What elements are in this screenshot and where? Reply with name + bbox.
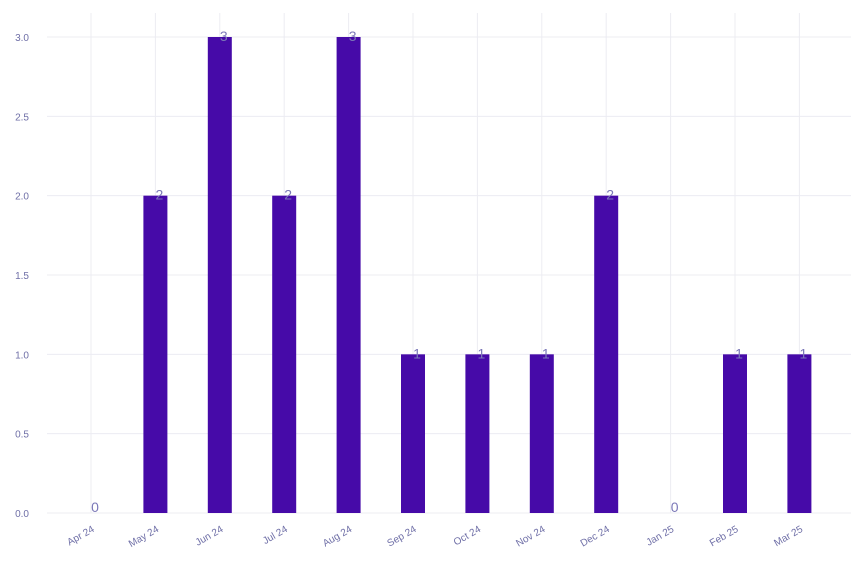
y-tick-label: 1.0 [15, 350, 29, 361]
bar-oct-24 [465, 354, 490, 513]
y-tick-label: 0.0 [15, 509, 29, 520]
x-tick-label: Jan 25 [645, 524, 677, 549]
bar-jun-24 [207, 37, 232, 513]
data-label-jul-24: 2 [284, 187, 292, 203]
data-labels-layer: 0 2 3 2 3 1 1 1 2 0 1 1 [91, 28, 807, 515]
x-tick-label: Apr 24 [65, 524, 96, 548]
y-tick-label: 0.5 [15, 430, 29, 441]
bar-dec-24 [594, 195, 619, 513]
y-tick-label: 2.5 [15, 112, 29, 123]
bar-feb-25 [723, 354, 747, 513]
data-label-aug-24: 3 [349, 28, 357, 44]
data-label-apr-24: 0 [91, 499, 99, 515]
y-tick-label: 2.0 [15, 192, 29, 203]
data-label-dec-24: 2 [606, 187, 614, 203]
data-label-may-24: 2 [156, 187, 164, 203]
data-label-nov-24: 1 [542, 345, 550, 361]
y-tick-label: 3.0 [15, 33, 29, 44]
bar-may-24 [143, 195, 168, 513]
data-label-jun-24: 3 [220, 28, 228, 44]
y-tick-label: 1.5 [15, 271, 29, 282]
bar-aug-24 [336, 37, 361, 513]
data-label-sep-24: 1 [413, 345, 421, 361]
x-axis: Apr 24 May 24 Jun 24 Jul 24 Aug 24 Sep 24 Oct … [65, 524, 805, 550]
x-tick-label: May 24 [127, 524, 161, 550]
x-tick-label: Jun 24 [194, 524, 226, 549]
bar-jul-24 [272, 195, 297, 513]
bar-sep-24 [401, 354, 425, 513]
bar-mar-25 [787, 354, 812, 513]
bars-layer [143, 37, 812, 513]
data-label-jan-25: 0 [671, 499, 679, 515]
data-label-mar-25: 1 [800, 345, 808, 361]
y-axis: 0.0 0.5 1.0 1.5 2.0 2.5 3.0 [15, 33, 29, 520]
bar-nov-24 [529, 354, 554, 513]
data-label-feb-25: 1 [735, 345, 743, 361]
x-tick-label: Nov 24 [514, 524, 547, 550]
x-tick-label: Jul 24 [261, 524, 290, 547]
x-tick-label: Sep 24 [386, 524, 419, 550]
x-tick-label: Feb 25 [708, 524, 741, 549]
x-tick-label: Aug 24 [321, 524, 354, 550]
x-tick-label: Oct 24 [452, 524, 483, 548]
x-tick-label: Dec 24 [579, 524, 612, 550]
data-label-oct-24: 1 [478, 345, 486, 361]
x-tick-label: Mar 25 [772, 524, 805, 549]
